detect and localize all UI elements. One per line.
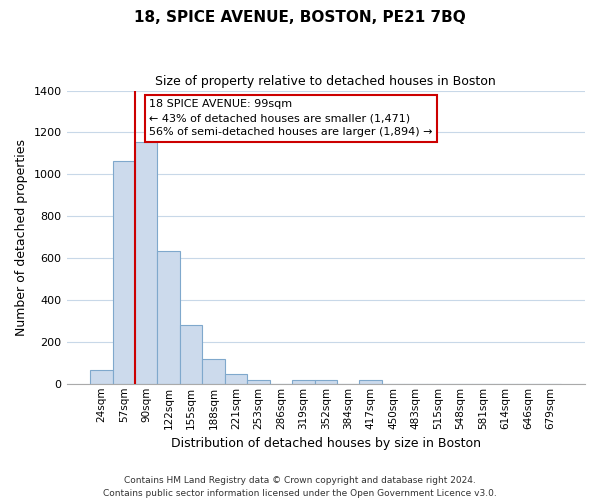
Bar: [157, 251, 180, 384]
Bar: [90, 370, 113, 384]
Text: 18 SPICE AVENUE: 99sqm
← 43% of detached houses are smaller (1,471)
56% of semi-: 18 SPICE AVENUE: 99sqm ← 43% of detached…: [149, 100, 433, 138]
Bar: [247, 380, 269, 384]
Title: Size of property relative to detached houses in Boston: Size of property relative to detached ho…: [155, 75, 496, 88]
Text: 18, SPICE AVENUE, BOSTON, PE21 7BQ: 18, SPICE AVENUE, BOSTON, PE21 7BQ: [134, 10, 466, 25]
Bar: [180, 325, 202, 384]
Bar: [225, 374, 247, 384]
Text: Contains HM Land Registry data © Crown copyright and database right 2024.
Contai: Contains HM Land Registry data © Crown c…: [103, 476, 497, 498]
Bar: [135, 142, 157, 384]
Bar: [359, 380, 382, 384]
Bar: [292, 380, 314, 384]
Bar: [113, 160, 135, 384]
Bar: [202, 358, 225, 384]
X-axis label: Distribution of detached houses by size in Boston: Distribution of detached houses by size …: [171, 437, 481, 450]
Bar: [314, 380, 337, 384]
Y-axis label: Number of detached properties: Number of detached properties: [15, 138, 28, 336]
